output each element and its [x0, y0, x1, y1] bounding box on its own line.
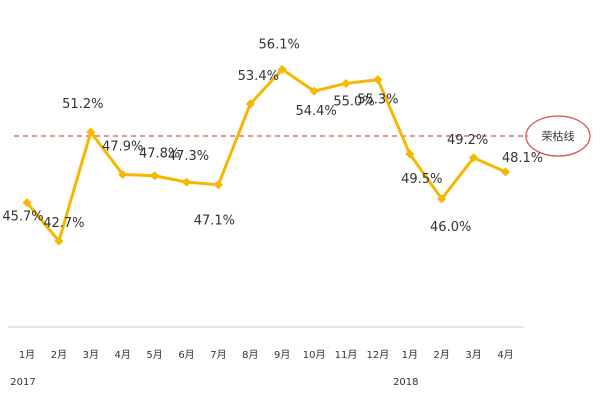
x-tick-label: 7月 [210, 349, 226, 361]
data-point [405, 149, 415, 159]
data-label: 55.0% [333, 94, 374, 109]
data-label: 54.4% [295, 104, 336, 119]
data-label: 51.2% [62, 97, 103, 112]
data-point [150, 171, 160, 181]
data-label: 49.2% [447, 133, 488, 148]
data-point [118, 169, 128, 179]
data-point [245, 99, 255, 109]
x-tick-label: 4月 [115, 349, 131, 361]
x-tick-label: 4月 [497, 349, 513, 361]
data-label: 47.9% [102, 139, 143, 154]
x-tick-label: 8月 [242, 349, 258, 361]
year-label: 2018 [393, 377, 418, 388]
x-tick-label: 9月 [274, 349, 290, 361]
x-tick-label: 12月 [367, 349, 390, 361]
data-point [501, 167, 510, 177]
data-point [213, 180, 223, 190]
data-point [373, 75, 383, 85]
data-labels: 45.7% 42.7% 51.2% 47.9%47.8%47.3% 47.1% 53.4%… [2, 37, 543, 234]
x-tick-label: 1月 [402, 349, 418, 361]
data-point [22, 198, 32, 208]
data-label: 48.1% [502, 151, 543, 166]
data-label: 45.7% [2, 210, 43, 225]
data-points [22, 64, 510, 246]
x-tick-label: 11月 [335, 349, 358, 361]
reference-label-ellipse [525, 115, 591, 157]
data-label: 53.4% [238, 69, 279, 84]
data-point [182, 177, 191, 187]
data-label: 55.3% [357, 93, 398, 108]
data-label: 49.5% [401, 172, 442, 187]
data-point [277, 64, 287, 74]
data-point [309, 86, 319, 96]
data-point [437, 194, 447, 204]
x-tick-label: 2月 [51, 349, 67, 361]
data-point [86, 127, 96, 137]
x-tick-label: 6月 [178, 349, 194, 361]
x-tick-label: 5月 [146, 349, 162, 361]
year-label: 2017 [10, 377, 35, 388]
x-tick-label: 3月 [465, 349, 481, 361]
x-tick-label: 3月 [83, 349, 99, 361]
data-label: 56.1% [259, 37, 300, 52]
data-label: 42.7% [43, 216, 84, 231]
data-point [469, 153, 479, 163]
data-label: 47.8% [139, 147, 180, 162]
data-label: 47.1% [194, 214, 235, 229]
x-axis-ticks: 1月 2月 3月 4月 5月 6月 7月 8月 9月 10月 11月 12月 1月 2月 3月 4月 2017 2… [10, 349, 513, 388]
data-label: 46.0% [430, 220, 471, 235]
data-label: 47.3% [168, 149, 209, 164]
series-line [25, 67, 507, 243]
x-tick-label: 1月 [19, 349, 35, 361]
data-point [341, 78, 351, 88]
reference-label: 荣枯线 [542, 129, 575, 143]
x-tick-label: 2月 [434, 349, 450, 361]
x-tick-label: 10月 [303, 349, 326, 361]
data-point [54, 236, 64, 246]
